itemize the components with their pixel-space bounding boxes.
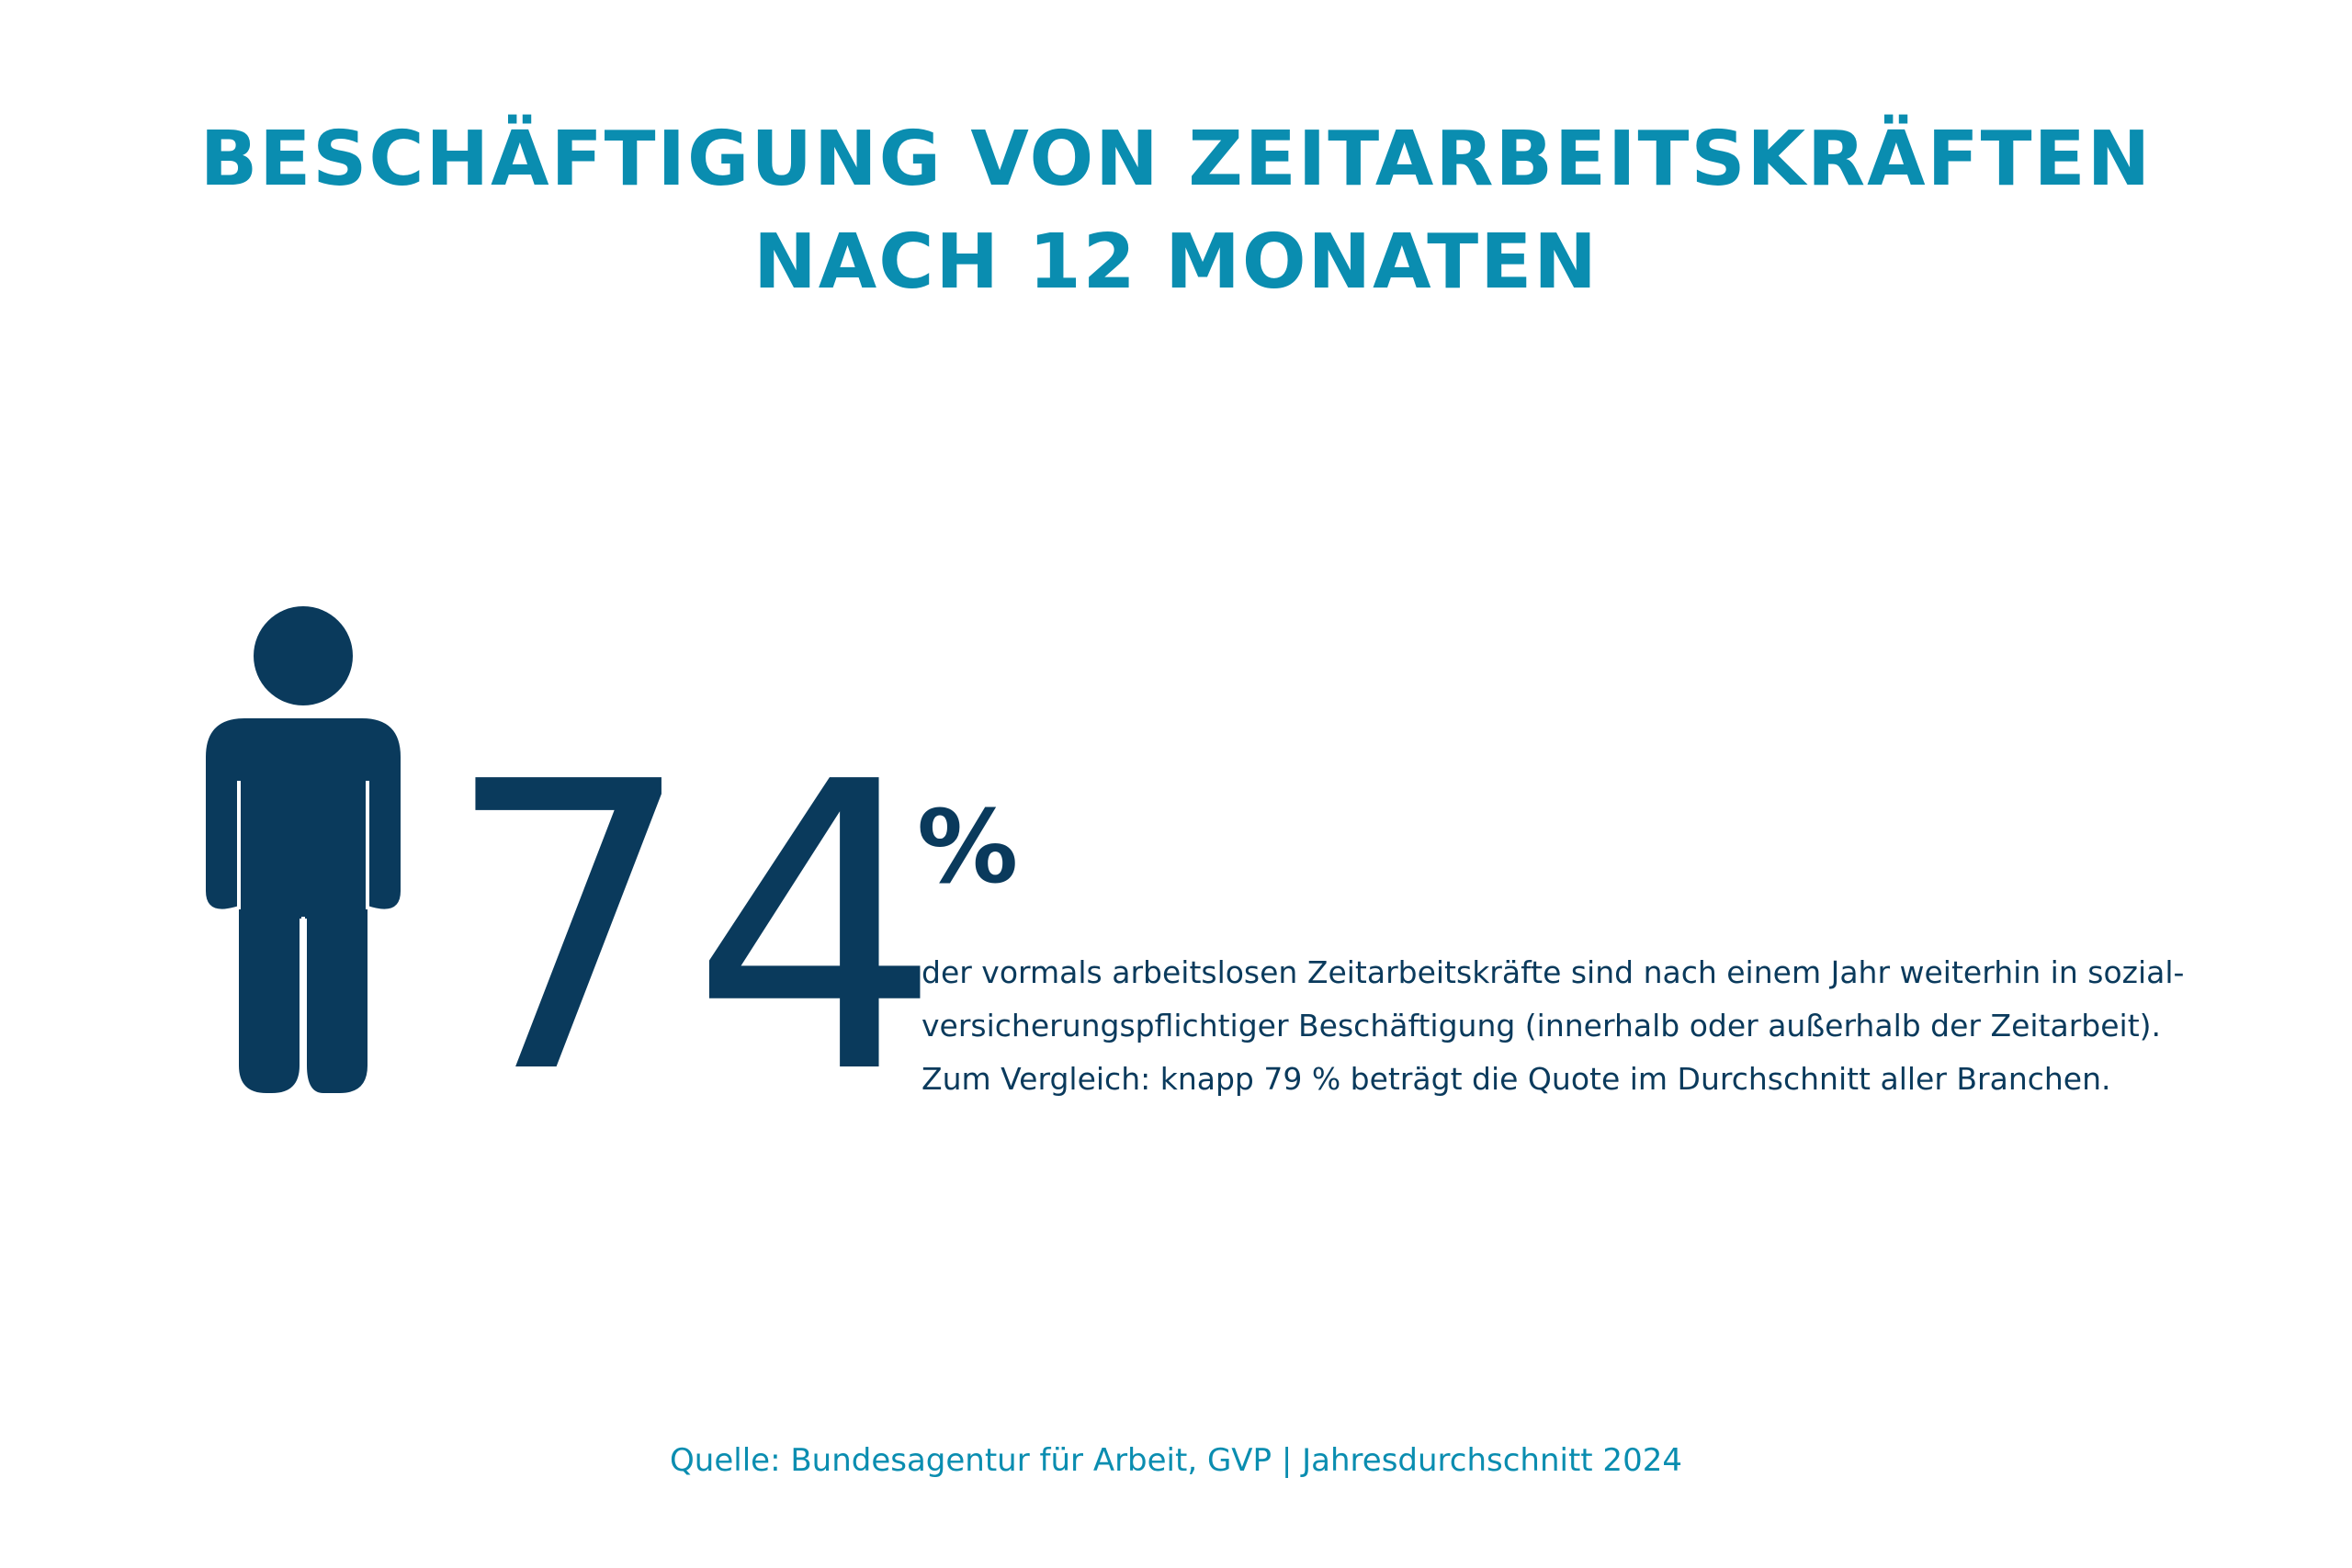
percent-sign: % (917, 788, 1019, 906)
source-note: Quelle: Bundesagentur für Arbeit, GVP | … (670, 1442, 1682, 1479)
description-text: der vormals arbeitslosen Zeitarbeitskräf… (922, 946, 2281, 1106)
page-title: BESCHÄFTIGUNG VON ZEITARBEITSKRÄFTEN NAC… (0, 108, 2352, 314)
description-line-1: der vormals arbeitslosen Zeitarbeitskräf… (922, 954, 2185, 990)
title-line-1: BESCHÄFTIGUNG VON ZEITARBEITSKRÄFTEN (199, 116, 2153, 203)
description-line-3: Zum Vergleich: knapp 79 % beträgt die Qu… (922, 1061, 2111, 1097)
percentage-value: 74 (443, 698, 943, 1160)
person-icon (206, 606, 401, 1093)
description-line-2: versicherungspflichtiger Beschäftigung (… (922, 1008, 2162, 1043)
title-line-2: NACH 12 MONATEN (753, 219, 1599, 306)
